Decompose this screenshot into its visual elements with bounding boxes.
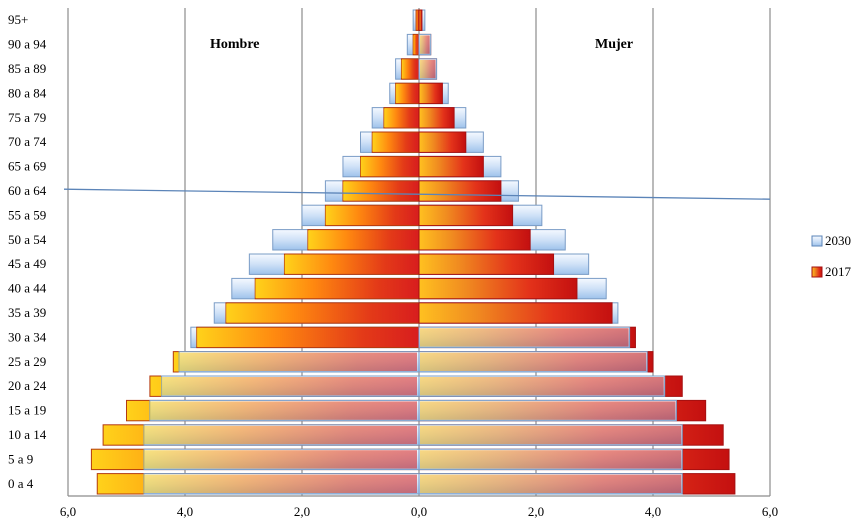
legend-label-2030: 2030 xyxy=(825,233,851,248)
bar-overlap-mujer xyxy=(420,206,512,225)
y-tick-label: 40 a 44 xyxy=(8,281,47,296)
bar-overlap-mujer xyxy=(420,303,612,323)
y-tick-label: 15 a 19 xyxy=(8,403,46,418)
x-tick-label: 0,0 xyxy=(411,504,427,519)
bar-overlap-mujer xyxy=(420,425,682,445)
y-tick-label: 25 a 29 xyxy=(8,354,46,369)
bar-overlap-hombre xyxy=(413,35,417,54)
bar-overlap-mujer xyxy=(420,35,430,54)
bar-overlap-mujer xyxy=(420,181,500,201)
panel-label-mujer: Mujer xyxy=(595,37,633,52)
legend-label-2017: 2017 xyxy=(825,264,852,279)
y-tick-label: 55 a 59 xyxy=(8,207,46,222)
bar-overlap-hombre xyxy=(144,450,418,469)
bar-overlap-hombre xyxy=(179,352,417,371)
bar-overlap-hombre xyxy=(401,59,417,79)
bar-overlap-mujer xyxy=(420,255,553,274)
bar-overlap-mujer xyxy=(420,157,483,176)
bar-overlap-hombre xyxy=(372,133,417,152)
panel-label-hombre: Hombre xyxy=(210,37,260,52)
bar-overlap-mujer xyxy=(420,279,576,298)
y-tick-label: 80 a 84 xyxy=(8,85,47,100)
bar-overlap-hombre xyxy=(255,279,417,298)
bar-overlap-mujer xyxy=(420,377,664,396)
bar-overlap-mujer xyxy=(420,352,647,371)
bar-overlap-mujer xyxy=(420,450,682,469)
y-tick-label: 20 a 24 xyxy=(8,378,47,393)
x-tick-label: 4,0 xyxy=(177,504,193,519)
bar-overlap-mujer xyxy=(420,84,442,103)
y-tick-label: 10 a 14 xyxy=(8,427,47,442)
bar-overlap-mujer xyxy=(420,474,682,493)
grid-layer xyxy=(67,8,771,497)
x-tick-label: 4,0 xyxy=(645,504,661,519)
x-tick-label: 6,0 xyxy=(762,504,778,519)
y-tick-label: 50 a 54 xyxy=(8,232,47,247)
labels-layer: 6,0 4,0 2,0 0,0 2,0 4,0 6,0 95+ 90 a 94 85 a 89 80… xyxy=(8,12,778,519)
bar-overlap-hombre xyxy=(395,84,417,103)
y-tick-label: 30 a 34 xyxy=(8,329,47,344)
y-tick-label: 5 a 9 xyxy=(8,451,33,466)
bar-overlap-mujer xyxy=(420,108,454,127)
bar-overlap-mujer xyxy=(420,133,465,152)
bar-overlap-hombre xyxy=(161,377,417,396)
y-tick-label: 60 a 64 xyxy=(8,183,47,198)
bar-overlap-hombre xyxy=(360,157,417,176)
y-tick-label: 35 a 39 xyxy=(8,305,46,320)
y-tick-label: 85 a 89 xyxy=(8,61,46,76)
y-tick-label: 0 a 4 xyxy=(8,476,34,491)
y-tick-label: 95+ xyxy=(8,12,28,27)
x-tick-label: 2,0 xyxy=(528,504,544,519)
bars-layer xyxy=(63,9,771,495)
bar-overlap-hombre xyxy=(383,108,417,127)
bar-overlap-hombre xyxy=(284,255,417,274)
bar-overlap-mujer xyxy=(420,11,421,30)
bar-overlap-hombre xyxy=(144,474,418,493)
bar-overlap-hombre xyxy=(342,181,417,201)
y-tick-label: 65 a 69 xyxy=(8,159,46,174)
bar-overlap-mujer xyxy=(420,59,436,79)
bar-overlap-hombre xyxy=(416,11,417,30)
bar-overlap-hombre xyxy=(144,425,418,445)
y-tick-label: 90 a 94 xyxy=(8,37,47,52)
bar-overlap-hombre xyxy=(325,206,417,225)
bar-overlap-mujer xyxy=(420,230,530,249)
bar-overlap-hombre xyxy=(149,401,417,420)
bar-overlap-hombre xyxy=(307,230,417,249)
bar-overlap-mujer xyxy=(420,401,676,420)
bar-overlap-hombre xyxy=(196,328,417,347)
x-tick-label: 6,0 xyxy=(60,504,76,519)
reference-line xyxy=(63,188,771,200)
legend-swatch-2030 xyxy=(811,235,823,247)
y-tick-label: 70 a 74 xyxy=(8,134,47,149)
legend-swatch-2017 xyxy=(811,266,823,278)
bar-overlap-hombre xyxy=(225,303,417,323)
x-tick-label: 2,0 xyxy=(294,504,310,519)
y-tick-label: 75 a 79 xyxy=(8,110,46,125)
bar-overlap-mujer xyxy=(420,328,629,347)
legend: 2030 2017 xyxy=(811,233,852,279)
y-tick-label: 45 a 49 xyxy=(8,256,46,271)
